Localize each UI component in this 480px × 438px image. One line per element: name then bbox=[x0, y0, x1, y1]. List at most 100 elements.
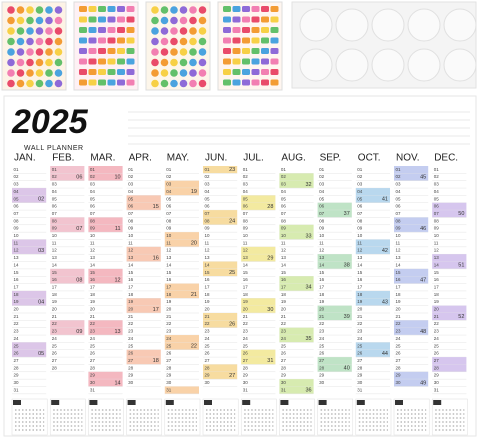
weekend-band bbox=[12, 246, 47, 255]
sticker bbox=[261, 69, 269, 75]
weekend-band bbox=[279, 327, 314, 336]
day-label: 09 bbox=[14, 226, 20, 231]
day-label: 25 bbox=[281, 343, 287, 348]
day-label: 08 bbox=[14, 218, 20, 223]
day-label: 15 bbox=[434, 270, 440, 275]
weekend-band bbox=[88, 276, 123, 284]
day-label: 18 bbox=[166, 292, 172, 297]
sticker bbox=[45, 69, 53, 77]
day-label: 25 bbox=[319, 343, 325, 348]
day-label: 03 bbox=[396, 182, 402, 187]
day-label: 17 bbox=[166, 284, 172, 289]
month-label: JUN. bbox=[205, 153, 227, 164]
day-label: 09 bbox=[434, 226, 440, 231]
sticker bbox=[151, 48, 159, 56]
day-label: 05 bbox=[281, 196, 287, 201]
sticker bbox=[35, 79, 44, 88]
day-label: 27 bbox=[434, 358, 440, 363]
weekend-band bbox=[394, 166, 429, 174]
sticker bbox=[232, 37, 241, 44]
month-label: JUL. bbox=[243, 153, 264, 164]
weekend-band bbox=[88, 173, 123, 181]
weekend-band bbox=[355, 188, 390, 196]
day-label: 27 bbox=[166, 358, 172, 363]
day-label: 28 bbox=[243, 365, 249, 370]
sticker bbox=[189, 48, 197, 56]
sticker bbox=[26, 79, 34, 88]
day-label: 18 bbox=[90, 292, 96, 297]
sticker bbox=[117, 6, 125, 12]
weekend-band bbox=[203, 364, 238, 372]
weekend-band bbox=[50, 166, 85, 174]
sticker bbox=[35, 37, 44, 46]
day-label: 24 bbox=[128, 336, 134, 341]
day-label: 03 bbox=[434, 182, 440, 187]
day-label: 09 bbox=[205, 226, 211, 231]
day-label: 25 bbox=[166, 343, 172, 348]
weekend-band bbox=[203, 210, 238, 218]
day-label: 26 bbox=[90, 351, 96, 356]
day-label: 29 bbox=[357, 373, 363, 378]
sticker bbox=[270, 27, 279, 33]
sticker bbox=[7, 6, 15, 14]
day-label: 19 bbox=[281, 299, 287, 304]
day-label: 04 bbox=[319, 189, 325, 194]
sticker bbox=[160, 58, 169, 67]
day-label: 09 bbox=[243, 226, 249, 231]
day-label: 15 bbox=[357, 270, 363, 275]
sticker bbox=[151, 69, 159, 77]
weekend-band bbox=[88, 371, 123, 380]
weekend-band bbox=[355, 290, 390, 299]
sticker bbox=[117, 69, 125, 75]
sticker bbox=[160, 6, 169, 14]
day-label: 03 bbox=[243, 182, 249, 187]
day-label: 07 bbox=[281, 211, 287, 216]
day-label: 19 bbox=[14, 299, 20, 304]
sticker bbox=[270, 58, 279, 65]
planner-subtitle: WALL PLANNER bbox=[24, 145, 84, 152]
sticker bbox=[179, 58, 188, 67]
sticker bbox=[126, 58, 135, 65]
sticker bbox=[16, 79, 25, 88]
weekend-band bbox=[164, 386, 199, 394]
weekend-band bbox=[12, 195, 47, 203]
day-label: 13 bbox=[166, 255, 172, 260]
day-label: 15 bbox=[14, 270, 20, 275]
day-label: 21 bbox=[166, 314, 172, 319]
weekend-band bbox=[12, 290, 47, 299]
week-label: 38 bbox=[344, 263, 350, 269]
sticker bbox=[107, 16, 116, 23]
sticker bbox=[54, 48, 63, 56]
day-label: 17 bbox=[434, 284, 440, 289]
day-label: 23 bbox=[357, 329, 363, 334]
sticker bbox=[223, 6, 231, 12]
day-label: 19 bbox=[243, 299, 249, 304]
day-label: 26 bbox=[128, 351, 134, 356]
sticker bbox=[54, 6, 63, 14]
sticker bbox=[160, 79, 169, 88]
sticker bbox=[45, 37, 53, 46]
day-label: 12 bbox=[90, 248, 96, 253]
day-label: 02 bbox=[396, 174, 402, 179]
day-label: 29 bbox=[205, 373, 211, 378]
month-label: SEP. bbox=[320, 153, 342, 164]
sticker bbox=[117, 16, 125, 23]
day-label: 23 bbox=[166, 329, 172, 334]
weekend-band bbox=[50, 276, 85, 284]
day-label: 16 bbox=[166, 277, 172, 282]
day-label: 28 bbox=[90, 365, 96, 370]
sticker-sheet bbox=[217, 1, 283, 91]
sticker bbox=[16, 27, 25, 35]
week-label: 49 bbox=[420, 380, 426, 386]
day-label: 03 bbox=[128, 182, 134, 187]
sticker bbox=[45, 16, 53, 25]
day-label: 17 bbox=[243, 284, 249, 289]
week-label: 43 bbox=[382, 299, 388, 305]
day-label: 19 bbox=[166, 299, 172, 304]
sticker bbox=[242, 6, 250, 12]
day-label: 25 bbox=[434, 343, 440, 348]
weekend-band bbox=[279, 173, 314, 181]
day-label: 16 bbox=[281, 277, 287, 282]
day-label: 20 bbox=[243, 307, 249, 312]
weekend-band bbox=[88, 320, 123, 328]
